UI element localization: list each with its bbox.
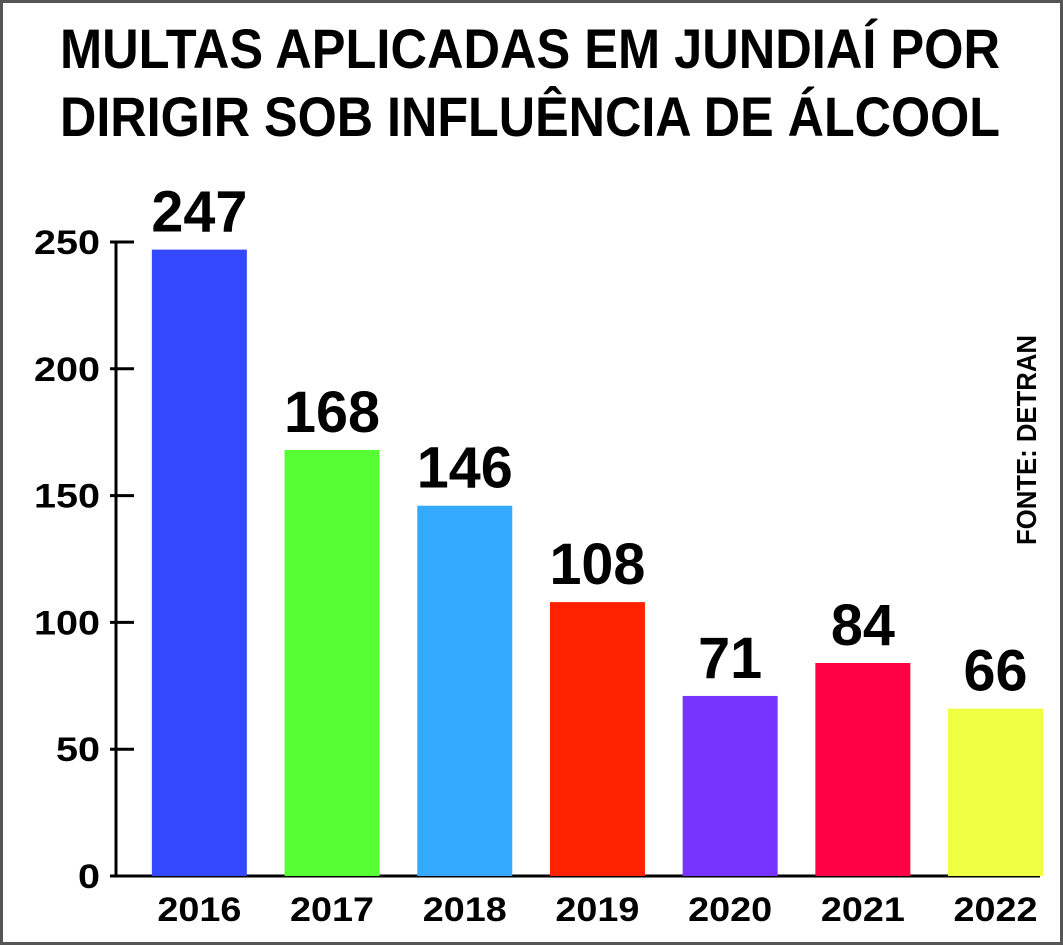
x-tick-label: 2020 — [688, 891, 772, 929]
x-tick-label: 2016 — [157, 891, 241, 929]
value-label: 66 — [964, 639, 1028, 704]
value-label: 108 — [549, 532, 645, 597]
source: FONTE: DETRAN — [1011, 335, 1042, 545]
x-tick-label: 2022 — [954, 891, 1038, 929]
value-label: 146 — [417, 436, 513, 501]
x-tick-label: 2021 — [821, 891, 905, 929]
bar — [682, 695, 778, 876]
value-label: 84 — [831, 593, 895, 658]
bar — [948, 708, 1044, 876]
x-tick-label: 2017 — [290, 891, 374, 929]
bar — [417, 505, 513, 876]
y-tick-label: 150 — [34, 478, 100, 516]
bar — [549, 602, 645, 876]
y-tick-label: 200 — [34, 351, 100, 389]
x-tick-label: 2019 — [555, 891, 639, 929]
y-tick-label: 250 — [34, 224, 100, 262]
y-tick-label: 100 — [34, 604, 100, 642]
bar — [151, 249, 247, 876]
value-label: 71 — [698, 626, 762, 691]
bar — [284, 449, 380, 876]
chart-title: MULTAS APLICADAS EM JUNDIAÍ POR — [60, 17, 1000, 80]
x-tick-label: 2018 — [423, 891, 507, 929]
y-tick-label: 0 — [78, 858, 100, 896]
bar — [815, 662, 911, 876]
y-tick-label: 50 — [56, 731, 100, 769]
value-label: 168 — [284, 380, 380, 445]
value-label: 247 — [151, 180, 247, 245]
chart-title: DIRIGIR SOB INFLUÊNCIA DE ÁLCOOL — [60, 85, 1000, 148]
